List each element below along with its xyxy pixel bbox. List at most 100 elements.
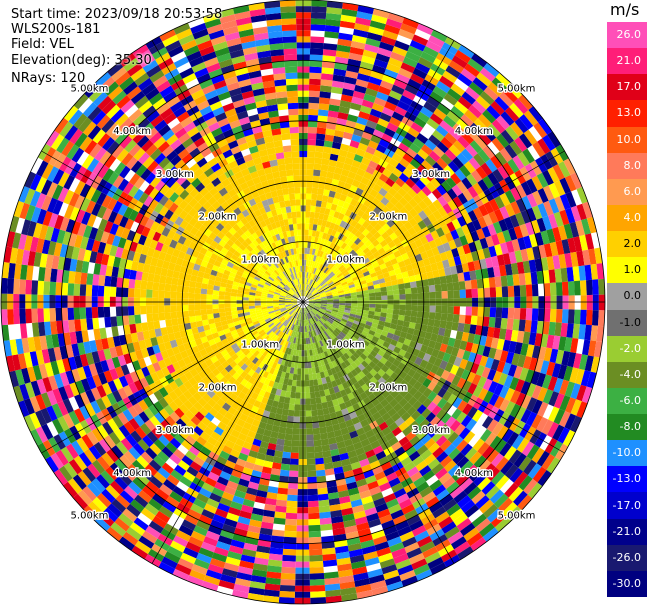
radar-gate: [176, 285, 184, 293]
radar-gate: [564, 413, 577, 430]
radar-gate: [414, 238, 424, 248]
radar-gate: [598, 310, 605, 327]
radar-gate: [110, 276, 118, 287]
radar-gate: [303, 283, 306, 291]
radar-gate: [548, 391, 560, 407]
radar-gate: [350, 219, 358, 228]
radar-gate: [445, 321, 453, 330]
radar-gate: [189, 316, 197, 323]
radar-gate: [494, 317, 502, 329]
radar-gate: [504, 176, 516, 190]
radar-gate: [334, 231, 341, 239]
radar-gate: [437, 195, 448, 207]
radar-gate: [276, 438, 285, 446]
radar-gate: [313, 282, 318, 288]
radar-gate: [85, 307, 93, 319]
radar-gate: [500, 129, 515, 145]
radar-gate: [483, 307, 491, 318]
radar-gate: [489, 307, 497, 318]
radar-gate: [381, 295, 388, 301]
radar-gate: [590, 356, 600, 374]
radar-gate: [488, 380, 499, 394]
radar-gate: [378, 187, 388, 197]
radar-gate: [311, 6, 327, 14]
radar-gate: [456, 118, 470, 132]
radar-gate: [496, 338, 505, 351]
radar-gate: [581, 386, 593, 404]
radar-gate: [314, 297, 321, 300]
radar-gate: [284, 524, 297, 532]
radar-gate: [309, 286, 314, 293]
radar-gate: [475, 166, 488, 180]
radar-gate: [408, 198, 418, 209]
radar-gate: [540, 257, 549, 271]
radar-gate: [488, 393, 500, 407]
radar-gate: [442, 242, 452, 252]
radar-gate: [305, 205, 311, 212]
radar-gate: [456, 245, 466, 256]
radar-gate: [354, 222, 362, 231]
radar-gate: [517, 151, 530, 167]
radar-gate: [341, 188, 350, 197]
radar-gate: [479, 335, 488, 347]
radar-gate: [295, 567, 310, 574]
radar-gate: [525, 308, 533, 321]
radar-gate: [344, 293, 351, 297]
radar-gate: [446, 313, 454, 322]
radar-gate: [315, 243, 321, 250]
radar-gate: [377, 218, 387, 228]
radar-gate: [409, 158, 421, 170]
radar-gate: [320, 201, 328, 209]
radar-gate: [320, 307, 327, 311]
radar-gate: [377, 338, 385, 346]
radar-gate: [440, 313, 448, 322]
radar-gate: [340, 279, 347, 284]
radar-gate: [451, 247, 460, 258]
radar-gate: [357, 303, 364, 307]
radar-gate: [128, 278, 136, 289]
radar-gate: [380, 312, 387, 318]
radar-gate: [103, 306, 111, 318]
radar-gate: [365, 250, 373, 258]
radar-gate: [392, 262, 400, 270]
radar-gate: [340, 94, 353, 103]
radar-gate: [305, 211, 311, 218]
radar-gate: [333, 268, 340, 275]
radar-gate: [293, 410, 300, 417]
radar-gate: [408, 321, 416, 329]
radar-gate: [182, 286, 190, 293]
radar-gate: [475, 95, 491, 110]
radar-gate: [488, 347, 497, 359]
radar-gate: [248, 303, 255, 307]
radar-gate: [488, 211, 499, 224]
radar-gate: [85, 295, 92, 308]
radar-gate: [332, 74, 346, 83]
radar-gate: [308, 304, 315, 308]
radar-gate: [342, 251, 349, 259]
radar-gate: [468, 157, 481, 170]
radar-gate: [368, 310, 375, 316]
radar-gate: [555, 144, 569, 162]
radar-gate: [398, 28, 415, 40]
radar-gate: [470, 279, 478, 290]
radar-gate: [390, 257, 398, 266]
radar-gate: [526, 383, 537, 398]
radar-gate: [513, 307, 521, 320]
radar-gate: [419, 359, 429, 369]
radar-gate: [459, 289, 467, 299]
radar-gate: [576, 203, 587, 221]
radar-gate: [282, 548, 297, 556]
radar-gate: [314, 236, 319, 244]
radar-gate: [477, 216, 488, 229]
radar-gate: [534, 232, 544, 247]
radar-gate: [315, 457, 325, 465]
radar-gate: [373, 315, 381, 321]
radar-gate: [463, 161, 476, 174]
radar-gate: [353, 278, 360, 284]
radar-gate: [465, 341, 474, 353]
radar-gate: [510, 200, 521, 215]
radar-gate: [224, 307, 232, 313]
radar-gate: [587, 340, 597, 357]
radar-gate: [170, 305, 177, 313]
radar-gate: [304, 247, 308, 254]
